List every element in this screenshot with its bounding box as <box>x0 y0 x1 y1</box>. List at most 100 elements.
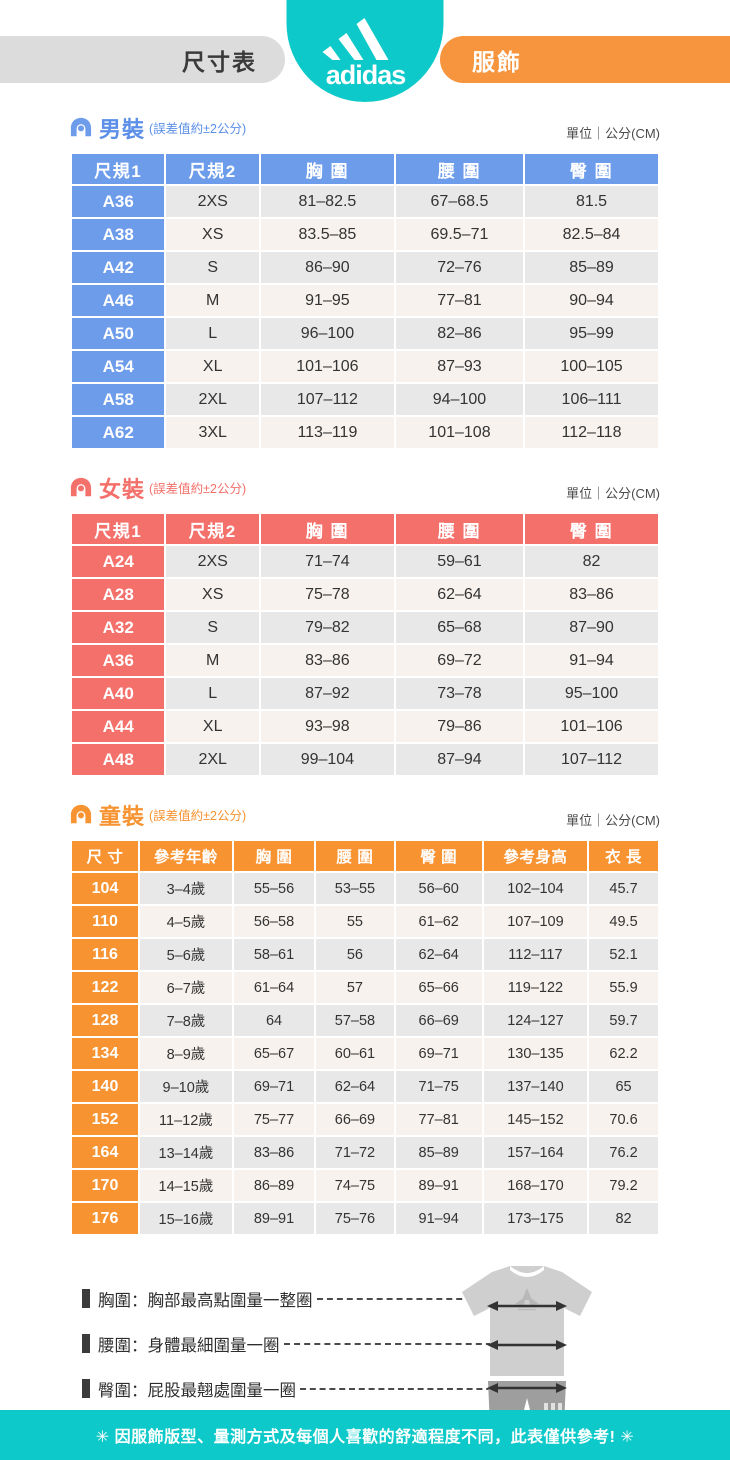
bullet-marker <box>82 1289 90 1308</box>
measure-cell: 83–86 <box>260 645 394 676</box>
column-header-3: 腰 圍 <box>395 514 524 544</box>
page-header: 尺寸表 adidas 服飾 <box>0 0 730 112</box>
title-pill-size-chart: 尺寸表 <box>0 36 285 83</box>
size-cell: A24 <box>72 546 165 577</box>
measure-cell: 95–100 <box>525 678 658 709</box>
measure-cell: 107–109 <box>483 906 588 937</box>
adidas-three-bars-logo: adidas <box>322 18 406 90</box>
measure-cell: XS <box>166 219 259 250</box>
measure-cell: 2XL <box>166 384 259 415</box>
measure-cell: 119–122 <box>483 972 588 1003</box>
measure-cell: 107–112 <box>525 744 658 775</box>
measure-cell: 145–152 <box>483 1104 588 1135</box>
footer-disclaimer-text: ✳ 因服飾版型、量測方式及每個人喜歡的舒適程度不同，此表僅供參考! ✳ <box>95 1429 635 1446</box>
measurement-guide-list: 胸圍：胸部最高點圍量一整圈 腰圍：身體最細圍量一圈 臀圍：屁股最翹處圍量一圈 <box>82 1276 502 1411</box>
table-row: 176 15–16歲 89–91 75–76 91–94 173–175 82 <box>72 1203 658 1234</box>
measure-cell: 82–86 <box>395 318 524 349</box>
measure-cell: 61–62 <box>395 906 482 937</box>
column-header-4: 臀 圍 <box>525 514 658 544</box>
footer-disclaimer-bar: ✳ 因服飾版型、量測方式及每個人喜歡的舒適程度不同，此表僅供參考! ✳ <box>0 1410 730 1460</box>
column-header-4: 臀 圍 <box>395 841 482 871</box>
measure-cell: 3XL <box>166 417 259 448</box>
table-row: A24 2XS 71–74 59–61 82 <box>72 546 658 577</box>
measure-cell: 3–4歲 <box>140 873 232 904</box>
column-header-0: 尺規1 <box>72 154 165 184</box>
size-cell: 164 <box>72 1137 138 1168</box>
measure-cell: 89–91 <box>233 1203 315 1234</box>
table-row: 170 14–15歲 86–89 74–75 89–91 168–170 79.2 <box>72 1170 658 1201</box>
table-row: 122 6–7歲 61–64 57 65–66 119–122 55.9 <box>72 972 658 1003</box>
measure-cell: 91–94 <box>395 1203 482 1234</box>
column-header-1: 尺規2 <box>166 514 259 544</box>
size-cell: 104 <box>72 873 138 904</box>
measure-cell: 71–74 <box>260 546 394 577</box>
leader-dashes <box>300 1387 502 1390</box>
table-row: A44 XL 93–98 79–86 101–106 <box>72 711 658 742</box>
table-row: 164 13–14歲 83–86 71–72 85–89 157–164 76.2 <box>72 1137 658 1168</box>
measure-cell: 53–55 <box>316 873 394 904</box>
column-header-2: 胸 圍 <box>260 514 394 544</box>
category-pill-apparel: 服飾 <box>440 36 730 83</box>
measurement-guide-label: 腰圍：身體最細圍量一圈 <box>98 1336 280 1355</box>
measure-cell: S <box>166 252 259 283</box>
measure-cell: 59.7 <box>589 1005 658 1036</box>
measure-cell: 157–164 <box>483 1137 588 1168</box>
measure-cell: 62.2 <box>589 1038 658 1069</box>
measurement-guide-item: 臀圍：屁股最翹處圍量一圈 <box>82 1366 502 1411</box>
page-title: 尺寸表 <box>182 48 257 75</box>
measure-cell: 56–58 <box>233 906 315 937</box>
table-row: A36 2XS 81–82.5 67–68.5 81.5 <box>72 186 658 217</box>
measure-cell: 82 <box>589 1203 658 1234</box>
size-cell: A36 <box>72 645 165 676</box>
table-header-row: 尺規1 尺規2 胸 圍腰 圍臀 圍 <box>72 154 658 184</box>
measure-cell: 112–118 <box>525 417 658 448</box>
size-cell: 152 <box>72 1104 138 1135</box>
bullet-marker <box>82 1379 90 1398</box>
measure-cell: 73–78 <box>395 678 524 709</box>
leader-dashes <box>283 1342 502 1345</box>
measure-cell: 8–9歲 <box>140 1038 232 1069</box>
table-row: A54 XL 101–106 87–93 100–105 <box>72 351 658 382</box>
measure-cell: 91–95 <box>260 285 394 316</box>
column-header-2: 胸 圍 <box>260 154 394 184</box>
measure-cell: 2XL <box>166 744 259 775</box>
size-cell: A44 <box>72 711 165 742</box>
table-row: A50 L 96–100 82–86 95–99 <box>72 318 658 349</box>
size-table-women: 尺規1 尺規2 胸 圍腰 圍臀 圍 A24 2XS 71–74 59–61 82 A28 XS 7… <box>70 512 660 777</box>
measure-cell: XS <box>166 579 259 610</box>
measure-cell: 2XS <box>166 186 259 217</box>
measure-cell: 101–106 <box>525 711 658 742</box>
measure-cell: 100–105 <box>525 351 658 382</box>
section-header-men: 男裝 (誤差值約±2公分) 單位｜公分(CM) <box>70 112 660 144</box>
section-header-women: 女裝 (誤差值約±2公分) 單位｜公分(CM) <box>70 472 660 504</box>
measure-cell: 89–91 <box>395 1170 482 1201</box>
measure-cell: 69–71 <box>233 1071 315 1102</box>
column-header-3: 腰 圍 <box>316 841 394 871</box>
size-cell: 128 <box>72 1005 138 1036</box>
table-body-men: A36 2XS 81–82.5 67–68.5 81.5 A38 XS 83.5–85 69.5… <box>72 186 658 448</box>
svg-text:adidas: adidas <box>325 60 405 90</box>
measure-cell: 70.6 <box>589 1104 658 1135</box>
measure-cell: 49.5 <box>589 906 658 937</box>
measure-cell: 91–94 <box>525 645 658 676</box>
measure-cell: 57 <box>316 972 394 1003</box>
size-table-kids: 尺 寸參考年齡胸 圍腰 圍臀 圍參考身高衣 長 104 3–4歲 55–56 53–5… <box>70 839 660 1236</box>
measure-cell: 82 <box>525 546 658 577</box>
category-label: 服飾 <box>472 48 522 75</box>
section-men: 男裝 (誤差值約±2公分) 單位｜公分(CM) 尺規1 尺規2 胸 圍腰 圍臀 圍 … <box>70 112 660 450</box>
measure-cell: 79–82 <box>260 612 394 643</box>
size-cell: A42 <box>72 252 165 283</box>
table-row: 134 8–9歲 65–67 60–61 69–71 130–135 62.2 <box>72 1038 658 1069</box>
measure-cell: L <box>166 678 259 709</box>
measure-cell: 64 <box>233 1005 315 1036</box>
measure-cell: 71–75 <box>395 1071 482 1102</box>
section-note-women: (誤差值約±2公分) <box>149 481 247 496</box>
measure-cell: M <box>166 285 259 316</box>
column-header-6: 衣 長 <box>589 841 658 871</box>
person-bust-icon <box>70 477 92 497</box>
section-unit-kids: 單位｜公分(CM) <box>566 813 660 828</box>
size-cell: A32 <box>72 612 165 643</box>
measure-cell: 62–64 <box>316 1071 394 1102</box>
size-cell: 176 <box>72 1203 138 1234</box>
column-header-0: 尺規1 <box>72 514 165 544</box>
